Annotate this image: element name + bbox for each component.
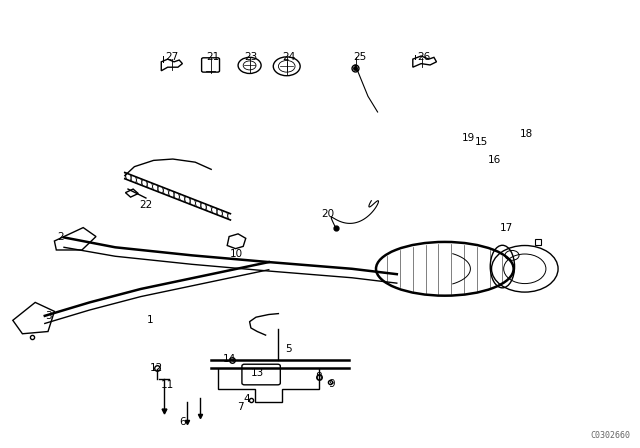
Text: 17: 17 [500,223,513,233]
Text: 11: 11 [161,380,174,390]
Text: 3: 3 [45,311,51,321]
Text: 24: 24 [283,52,296,62]
Text: 5: 5 [285,345,291,354]
Text: 13: 13 [251,368,264,378]
Text: 26: 26 [417,52,430,62]
Text: 21: 21 [206,52,219,62]
Text: 20: 20 [321,209,334,219]
Text: 15: 15 [475,138,488,147]
Text: 16: 16 [488,155,500,165]
Text: 14: 14 [223,354,236,364]
Text: 8: 8 [316,372,322,382]
Text: 27: 27 [165,52,178,62]
Text: 12: 12 [150,363,163,373]
Text: 9: 9 [328,379,335,389]
Text: 6: 6 [179,417,186,427]
Text: 22: 22 [140,200,152,210]
Text: 25: 25 [353,52,366,62]
Text: 23: 23 [244,52,257,62]
Text: 2: 2 [58,233,64,242]
Text: 7: 7 [237,402,243,412]
Text: 19: 19 [462,133,475,143]
Text: C0302660: C0302660 [590,431,630,440]
Text: 18: 18 [520,129,532,138]
Text: 4: 4 [243,394,250,404]
Text: 10: 10 [230,250,243,259]
Text: 1: 1 [147,315,154,325]
